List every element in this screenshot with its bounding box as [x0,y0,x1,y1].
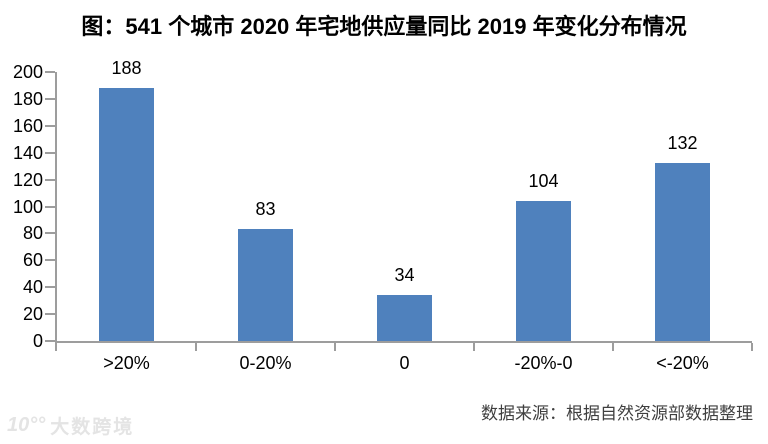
y-axis-tick-label: 100 [12,196,43,217]
y-axis-tick-label: 20 [22,304,43,325]
x-axis-tick [751,343,753,351]
bar [99,88,154,341]
x-axis-tick [473,343,475,351]
x-axis-category-label: <-20% [656,353,709,373]
x-axis-tick [55,343,57,351]
chart-title: 图：541 个城市 2020 年宅地供应量同比 2019 年变化分布情况 [81,14,687,39]
y-axis-tick [45,340,55,342]
data-source-note: 数据来源：根据自然资源部数据整理 [481,404,753,423]
y-axis-tick [45,205,55,208]
bar [655,163,710,341]
y-axis-tick-label: 0 [32,331,43,351]
y-axis-tick-label: 80 [22,223,43,244]
y-axis-tick [45,151,55,154]
watermark: 10°° 大数跨境 [7,412,134,439]
x-axis-category-label: >20% [103,353,150,373]
plot-area: 0 20 40 60 80 100 120 140 160 180 200 188 >20% 83 0-20… [13,58,753,373]
x-axis-tick [195,343,197,351]
x-axis-category-label: 0-20% [239,353,292,373]
bar-value-label: 34 [394,265,415,286]
bar [238,229,293,341]
y-axis-tick-label: 60 [22,250,43,271]
y-axis-tick [45,286,55,289]
y-axis-tick-label: 140 [12,142,43,163]
y-axis-tick [45,259,55,262]
y-axis-tick [45,313,55,316]
x-axis-category-label: 0 [399,353,410,373]
bar [516,201,571,341]
bar-value-label: 83 [255,199,276,220]
bar [377,295,432,341]
y-axis-tick-label: 40 [22,277,43,298]
y-axis-tick [45,232,55,235]
x-axis-tick [612,343,614,351]
y-axis-tick [45,97,55,100]
x-axis-tick [334,343,336,351]
y-axis-tick-label: 120 [12,169,43,190]
y-axis-tick [45,71,55,73]
bar-value-label: 104 [528,171,559,192]
y-axis-tick-label: 180 [12,88,43,109]
y-axis-tick [45,178,55,181]
y-axis-tick-label: 200 [12,62,43,82]
dashukuajing-logo-icon: 10°° [7,414,46,436]
x-axis-category-label: -20%-0 [514,353,573,373]
bar-value-label: 188 [111,58,142,79]
y-axis-tick-label: 160 [12,115,43,136]
bar-value-label: 132 [667,133,698,154]
y-axis-tick [45,124,55,127]
watermark-text: 大数跨境 [50,417,135,438]
